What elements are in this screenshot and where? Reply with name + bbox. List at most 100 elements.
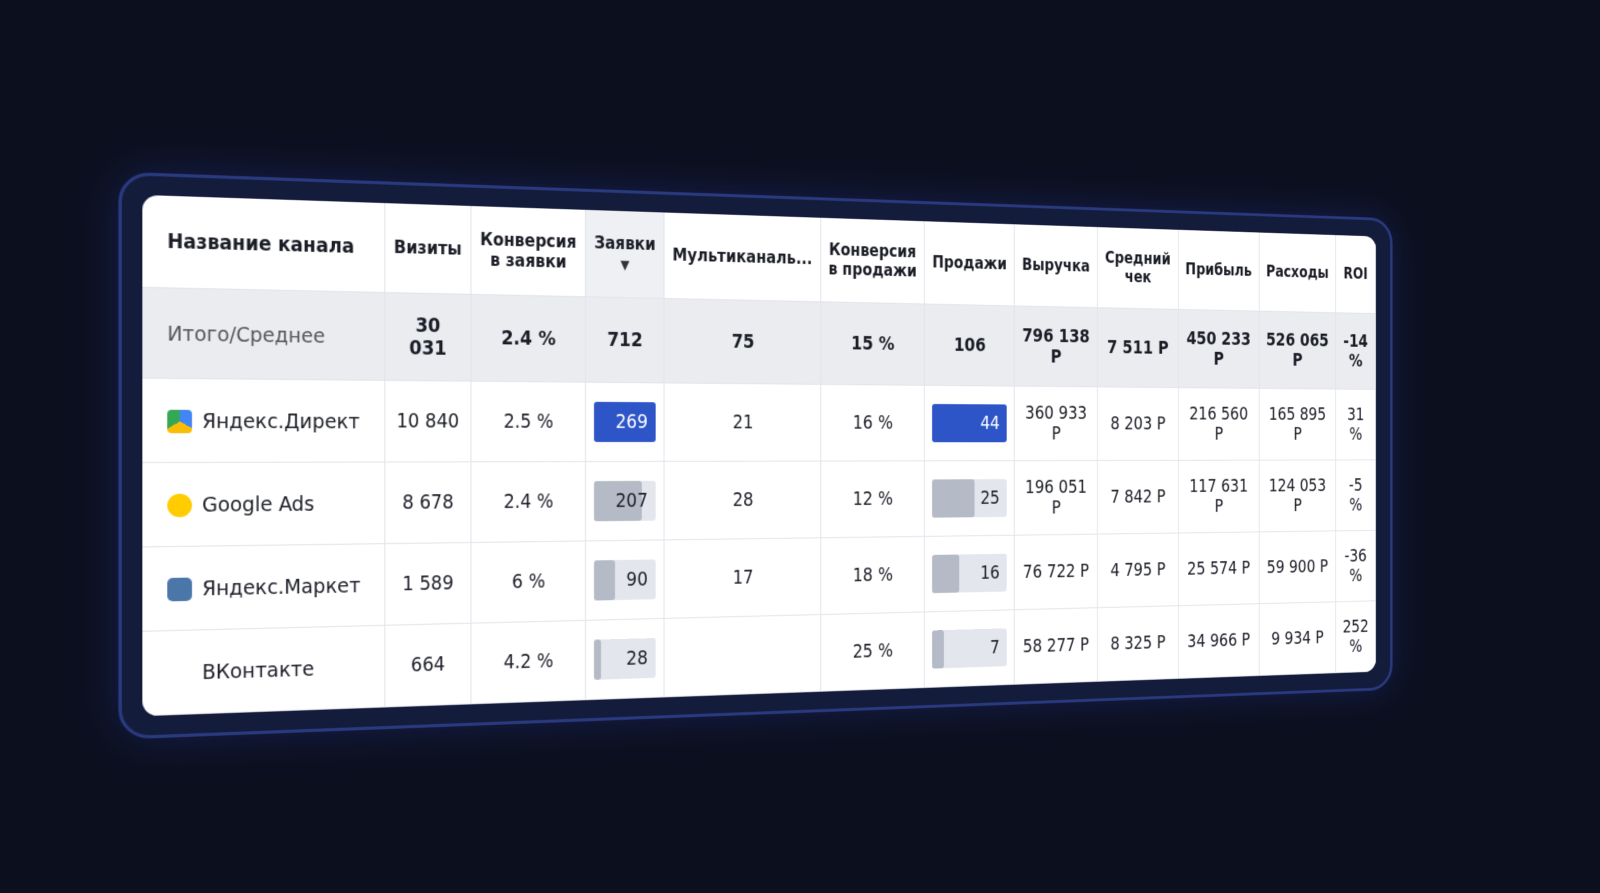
cell: 12 %	[820, 460, 925, 538]
bar-track: 28	[594, 638, 656, 680]
cell: 76 722 Р	[1014, 534, 1098, 610]
cell: 6 %	[470, 540, 586, 624]
cell: 1 589	[384, 542, 471, 626]
bar-label: 7	[990, 637, 1000, 659]
bar-label: 16	[980, 562, 1000, 584]
bar-label: 90	[626, 568, 648, 591]
cell: 90	[585, 539, 665, 621]
column-header[interactable]: Выручка	[1014, 224, 1098, 308]
cell: 9 934 Р	[1258, 601, 1336, 676]
cell: 196 051 Р	[1014, 460, 1098, 536]
cell: 4.2 %	[470, 620, 586, 704]
cell: -5 %	[1335, 459, 1376, 531]
column-header[interactable]: Продажи	[924, 221, 1015, 306]
total-cell: 7 511 Р	[1097, 307, 1179, 388]
cell	[664, 614, 821, 697]
cell: 7	[924, 609, 1015, 688]
cell: 17	[664, 537, 821, 619]
cell: 58 277 Р	[1014, 607, 1098, 685]
column-header[interactable]: ROI	[1335, 235, 1376, 314]
column-header[interactable]: Конверсия в заявки	[470, 205, 586, 297]
cell: 44	[924, 385, 1015, 461]
channel-icon	[167, 662, 192, 686]
total-cell: 2.4 %	[470, 294, 586, 383]
total-cell: 712	[585, 296, 665, 383]
cell: 8 203 Р	[1097, 386, 1179, 461]
cell: 59 900 Р	[1258, 530, 1336, 604]
bar-track: 7	[932, 628, 1007, 669]
bar-label: 207	[615, 489, 648, 513]
bar-label: 25	[980, 487, 1000, 509]
cell: 18 %	[820, 536, 925, 615]
column-header[interactable]: Конверсия в продажи	[820, 217, 925, 304]
cell: 216 560 Р	[1178, 387, 1259, 461]
cell: 4 795 Р	[1097, 532, 1179, 608]
cell: 664	[384, 623, 471, 707]
cell: 2.5 %	[470, 381, 586, 462]
total-cell: Итого/Среднее	[142, 287, 385, 381]
cell: 252 %	[1335, 600, 1376, 673]
channel-label: Яндекс.Маркет	[202, 572, 361, 601]
bar-label: 44	[980, 412, 1000, 434]
channel-name: Яндекс.Маркет	[142, 543, 385, 632]
channel-label: Яндекс.Директ	[202, 407, 360, 434]
cell: 117 631 Р	[1178, 460, 1259, 533]
column-header[interactable]: Заявки	[585, 209, 665, 299]
channel-name: Google Ads	[142, 462, 385, 547]
channel-icon	[167, 577, 193, 602]
column-header[interactable]: Визиты	[384, 203, 471, 295]
channel-name: ВКонтакте	[142, 625, 385, 716]
cell: 31 %	[1335, 389, 1376, 460]
column-header[interactable]: Прибыль	[1178, 229, 1259, 312]
bar-track: 16	[932, 553, 1007, 594]
cell: 25 574 Р	[1178, 531, 1259, 606]
bar-track: 207	[594, 480, 656, 522]
cell: 25	[924, 460, 1015, 537]
bar-track: 269	[594, 401, 656, 443]
cell: 10 840	[384, 380, 471, 463]
channel-row[interactable]: Яндекс.Директ 10 840 2.5 % 269 21 16 % 44 360 9…	[142, 378, 1376, 463]
channel-label: Google Ads	[202, 490, 315, 517]
card: Название канала Визиты Конверсия в заявки З…	[118, 171, 1393, 740]
total-cell: 30 031	[384, 292, 471, 382]
column-header[interactable]: Расходы	[1258, 232, 1336, 313]
total-cell: 450 233 Р	[1178, 309, 1259, 389]
cell: 21	[664, 382, 821, 462]
bar-track: 90	[594, 559, 656, 601]
cell: 16 %	[820, 384, 925, 462]
total-cell: 106	[924, 303, 1015, 387]
cell: 8 678	[384, 461, 471, 544]
cell: 360 933 Р	[1014, 386, 1098, 461]
total-cell: -14 %	[1335, 312, 1376, 390]
total-cell: 15 %	[820, 301, 925, 386]
total-cell: 75	[664, 298, 821, 385]
cell: 34 966 Р	[1178, 603, 1259, 679]
cell: 269	[585, 382, 665, 462]
bar-label: 28	[626, 647, 648, 670]
cell: 207	[585, 461, 665, 541]
bar-track: 44	[932, 403, 1007, 443]
cell: 25 %	[820, 611, 925, 692]
cell: 28	[664, 461, 821, 540]
total-cell: 526 065 Р	[1258, 311, 1336, 390]
cell: -36 %	[1335, 530, 1376, 602]
column-header[interactable]: Средний чек	[1097, 227, 1179, 310]
bar-track: 25	[932, 479, 1007, 518]
channel-name: Яндекс.Директ	[142, 378, 385, 463]
channel-label: ВКонтакте	[202, 655, 315, 685]
channel-icon	[167, 493, 193, 518]
total-cell: 796 138 Р	[1014, 305, 1098, 387]
cell: 16	[924, 535, 1015, 612]
bar-label: 269	[615, 410, 648, 434]
cell: 8 325 Р	[1097, 605, 1179, 682]
cell: 165 895 Р	[1258, 388, 1336, 461]
cell: 7 842 Р	[1097, 460, 1179, 535]
channel-table: Название канала Визиты Конверсия в заявки З…	[142, 194, 1376, 717]
channel-icon	[167, 410, 193, 434]
cell: 2.4 %	[470, 461, 586, 543]
column-header[interactable]: Мультиканаль...	[664, 212, 821, 302]
column-header[interactable]: Название канала	[142, 194, 385, 293]
cell: 28	[585, 618, 665, 700]
